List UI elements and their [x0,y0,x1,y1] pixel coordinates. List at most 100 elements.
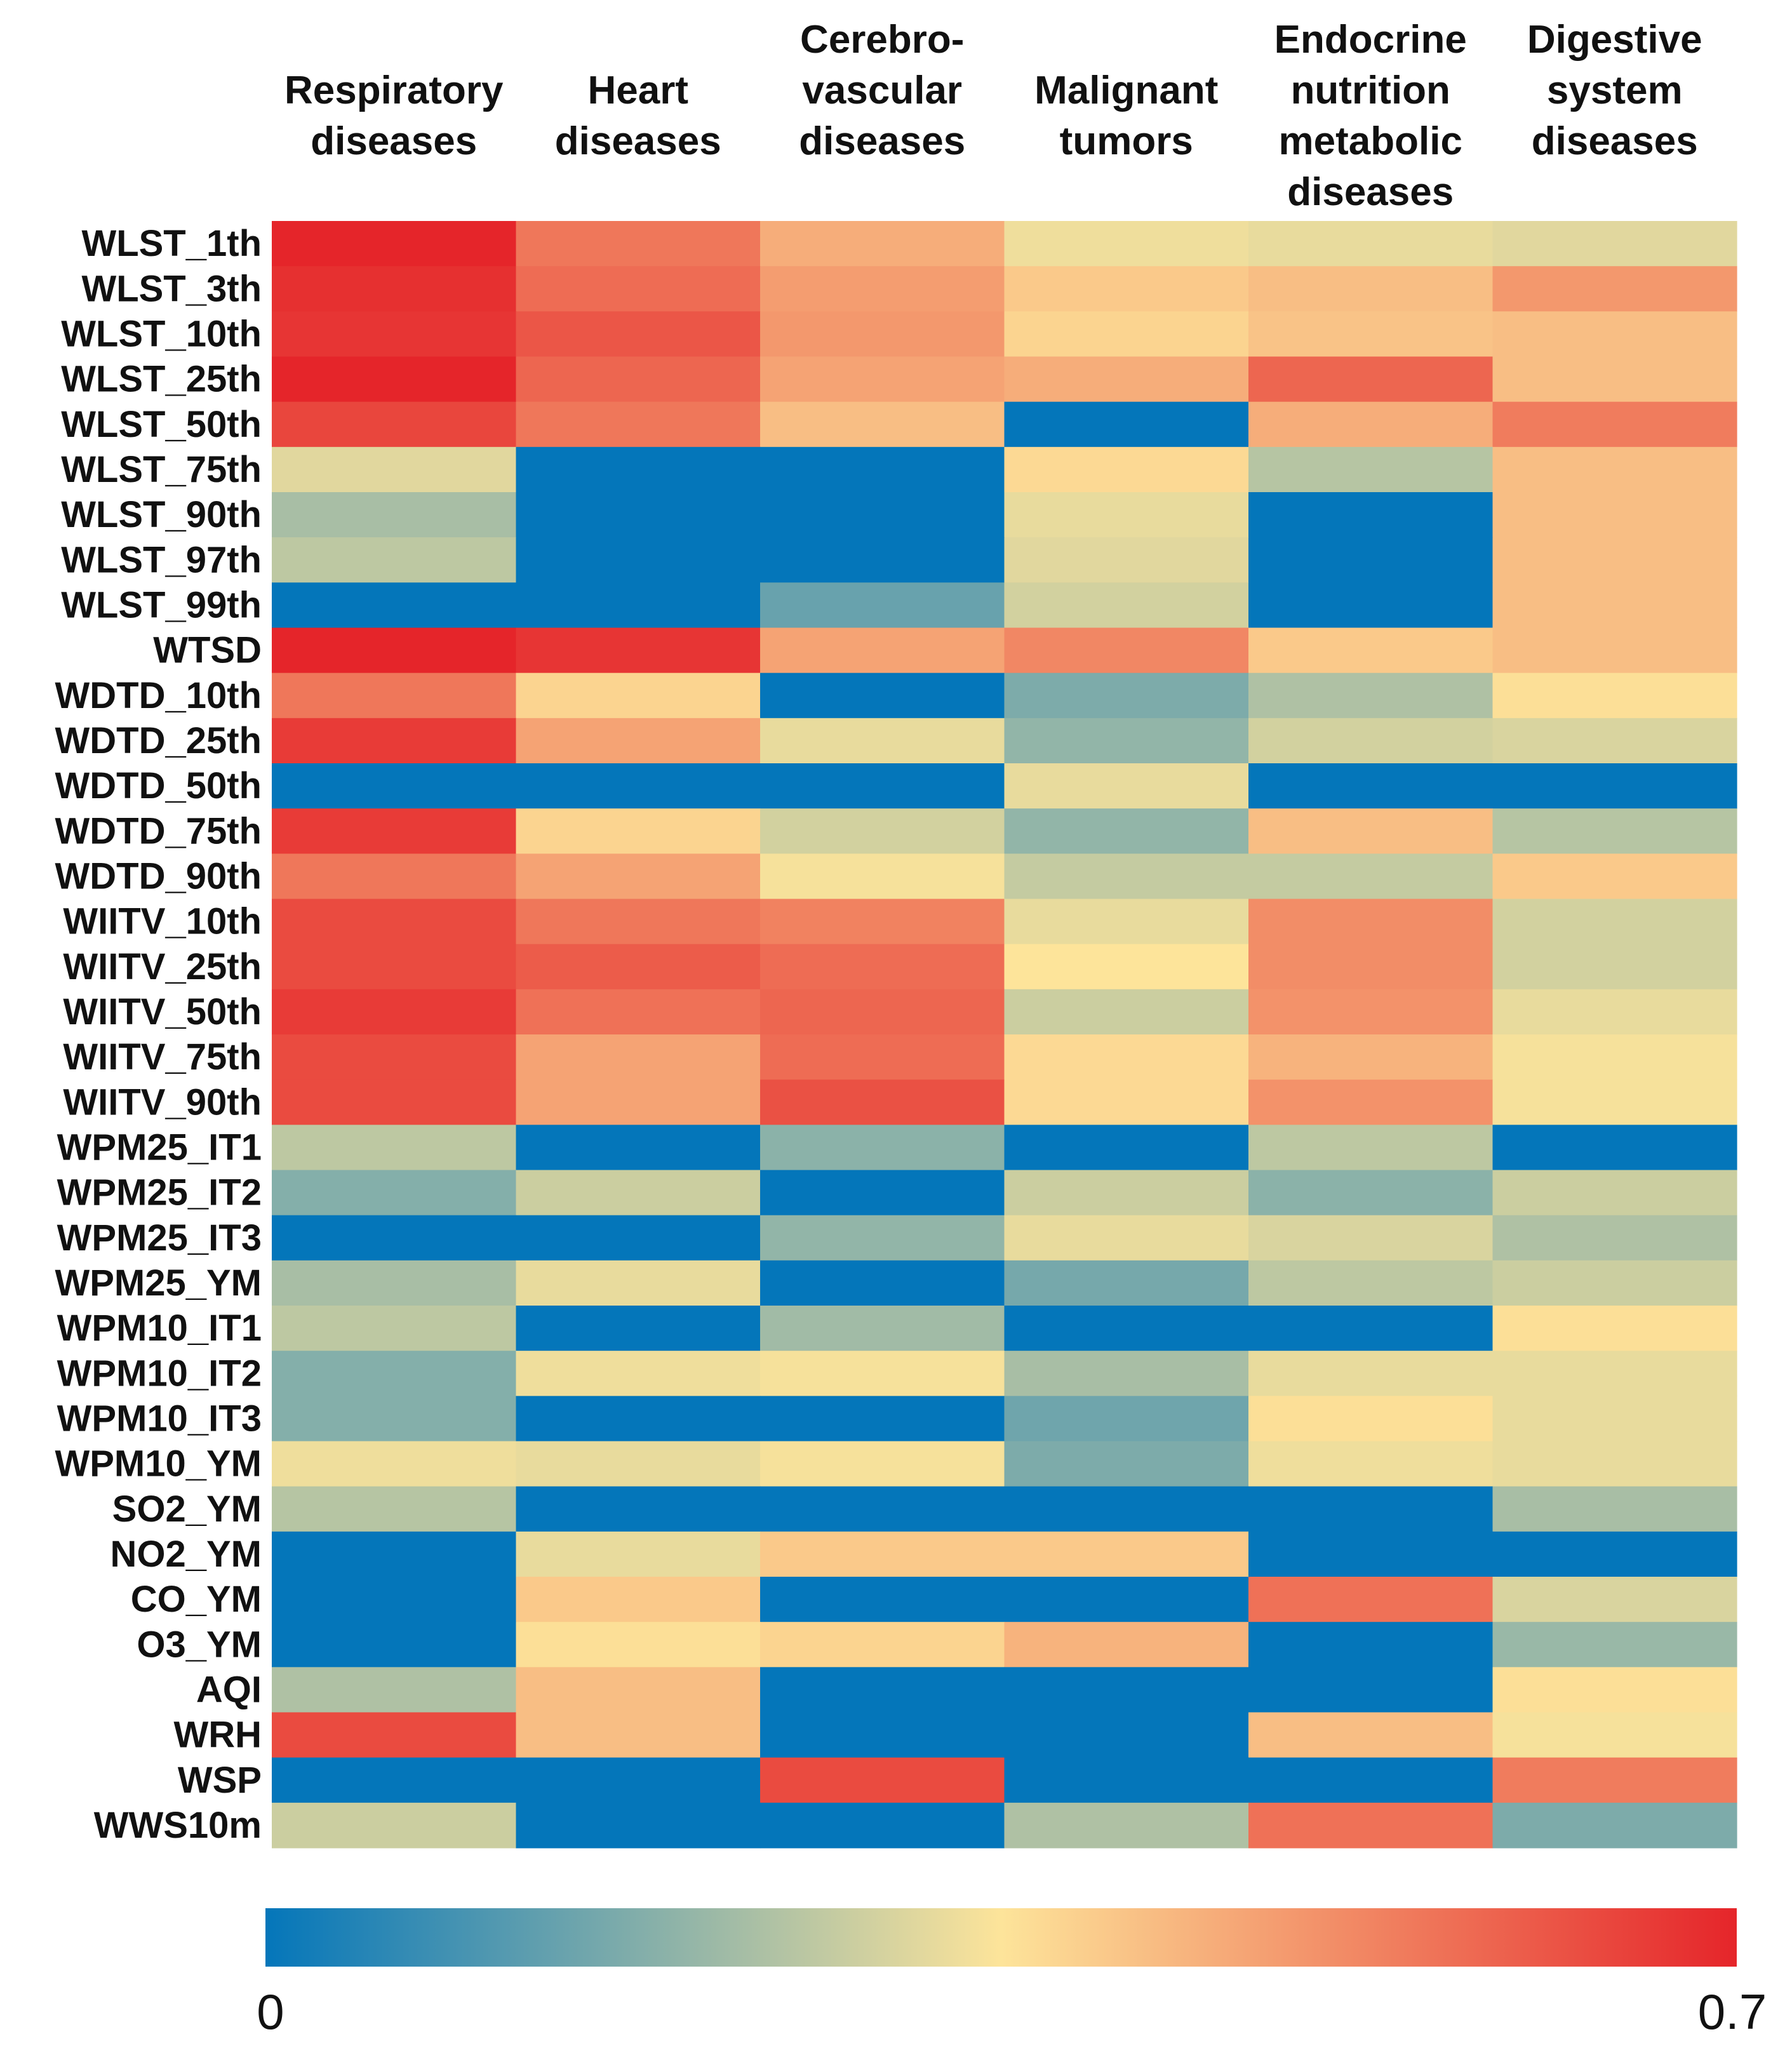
heatmap-cell [272,1667,517,1713]
heatmap-cell [1004,1080,1249,1125]
heatmap-cell [272,672,517,719]
heatmap-cell [272,492,517,538]
heatmap-cell [1004,808,1249,854]
heatmap-cell [1248,1802,1494,1849]
row-label: WIITV_90th [63,1081,262,1123]
heatmap-cell [1492,989,1737,1035]
heatmap-cell [760,537,1005,583]
heatmap-cell [1492,266,1737,312]
heatmap-cell [1248,1757,1494,1803]
heatmap-cell [516,1441,761,1487]
heatmap-cell [760,1170,1005,1216]
heatmap-cell [760,1351,1005,1396]
heatmap-cell [760,446,1005,493]
heatmap-cell [516,1802,761,1849]
heatmap-cell [760,1034,1005,1080]
heatmap-cell [1004,1215,1249,1261]
heatmap-cell [1492,356,1737,403]
column-label: Digestive system diseases [1527,18,1702,163]
heatmap-cell [1248,311,1494,358]
heatmap-cell [516,1351,761,1396]
heatmap-cell [516,266,761,312]
heatmap-cell [1004,1351,1249,1396]
heatmap-cell [272,1757,517,1803]
heatmap-cell [1248,1170,1494,1216]
heatmap-cell [516,1260,761,1306]
heatmap-cell [272,1306,517,1351]
heatmap-cell [1248,1080,1494,1125]
heatmap-cell [1004,1306,1249,1351]
heatmap-cell [760,1757,1005,1803]
heatmap-cell [1492,808,1737,854]
heatmap-cell [1248,989,1494,1035]
heatmap-cell [1248,1577,1494,1622]
heatmap-cell [1004,1170,1249,1216]
heatmap-cell [272,356,517,403]
heatmap-cell [516,221,761,267]
heatmap-cell [272,1080,517,1125]
row-label: WIITV_50th [63,991,262,1033]
heatmap-cell [516,582,761,629]
heatmap-cell [1004,627,1249,674]
row-label: WDTD_50th [55,765,262,806]
row-label: SO2_YM [112,1488,262,1530]
heatmap-cell [760,1667,1005,1713]
heatmap-cell [1004,221,1249,267]
heatmap-cell [1492,1306,1737,1351]
heatmap-cell [516,944,761,990]
heatmap-cell [1248,1260,1494,1306]
heatmap-cell [1248,808,1494,854]
heatmap-cell [272,537,517,583]
heatmap-cell [272,1802,517,1849]
heatmap-cell [1004,582,1249,629]
heatmap-cell [760,582,1005,629]
heatmap-cell [1492,537,1737,583]
heatmap-cell [1004,899,1249,945]
heatmap-cell [1248,1712,1494,1758]
heatmap-cell [272,1531,517,1577]
colorbar-min-label: 0 [257,1984,284,2040]
row-label: WPM25_YM [55,1262,262,1304]
heatmap-cell [516,1622,761,1668]
heatmap-cell [1004,672,1249,719]
row-label: WLST_90th [61,494,262,535]
heatmap-cell [1004,1712,1249,1758]
heatmap-cell [760,944,1005,990]
heatmap-cell [1492,221,1737,267]
heatmap-cell [760,672,1005,719]
heatmap-cell [516,1396,761,1442]
heatmap-cell [1004,718,1249,764]
heatmap-cell [760,1215,1005,1261]
row-label: WLST_3th [81,268,262,309]
heatmap-cell [1492,582,1737,629]
heatmap-cell [1492,763,1737,809]
heatmap-cell [272,1396,517,1442]
heatmap-cell [272,1215,517,1261]
heatmap-cell [516,1034,761,1080]
heatmap-cell [1004,1577,1249,1622]
heatmap-cell [1004,1486,1249,1532]
heatmap-cell [1248,1486,1494,1532]
heatmap-cell [760,1396,1005,1442]
heatmap-cell [1248,627,1494,674]
heatmap-cell [1492,311,1737,358]
heatmap-cell [1004,853,1249,900]
heatmap-cell [272,763,517,809]
row-label: WPM10_IT1 [57,1307,262,1349]
heatmap-cell [272,1125,517,1171]
heatmap-cell [760,311,1005,358]
heatmap-cell [1492,1170,1737,1216]
heatmap-cell [1492,1622,1737,1668]
heatmap-cell [272,1034,517,1080]
heatmap-cell [1248,446,1494,493]
heatmap-cell [516,989,761,1035]
row-label: WLST_75th [61,449,262,490]
column-label: Malignant tumors [1034,69,1218,163]
heatmap-cell [1248,1351,1494,1396]
heatmap-cell [1248,1306,1494,1351]
row-label: WDTD_90th [55,855,262,897]
heatmap-cell [760,763,1005,809]
heatmap-cell [516,401,761,448]
